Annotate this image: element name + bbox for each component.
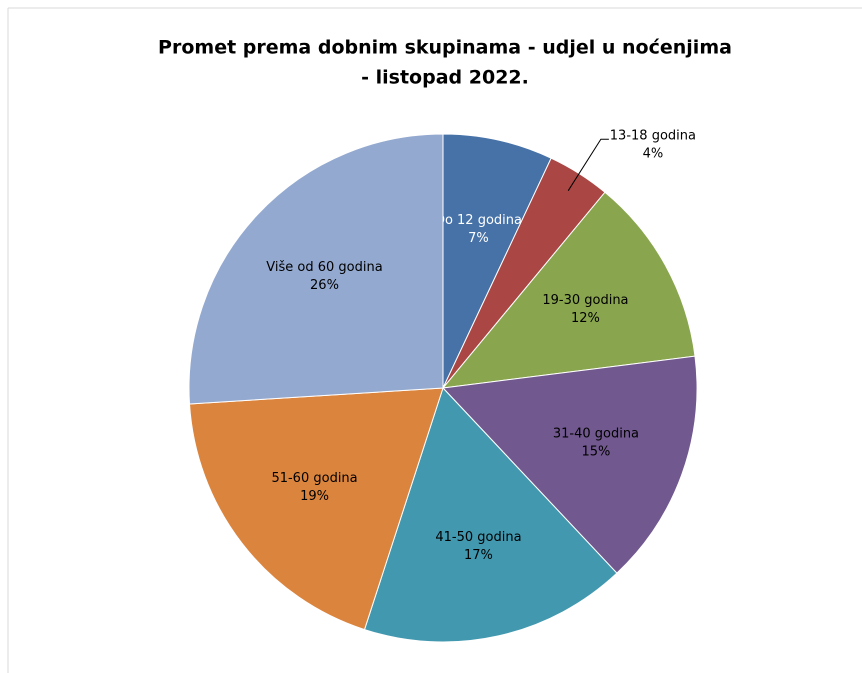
slice-label: 41-50 godina <box>435 530 521 545</box>
leader-line <box>567 138 609 191</box>
slice-label: 19-30 godina <box>542 293 628 308</box>
slice-value: 4% <box>643 147 664 162</box>
pie-slice <box>441 355 698 574</box>
slice-label: Više od 60 godina <box>266 260 382 275</box>
slice-value: 7% <box>468 231 489 246</box>
slice-value: 26% <box>310 278 339 293</box>
slice-label: 51-60 godina <box>271 471 357 486</box>
chart-title: Promet prema dobnim skupinama - udjel u … <box>158 37 732 59</box>
slice-value: 15% <box>581 445 610 460</box>
pie-slice <box>441 191 696 389</box>
pie-slice <box>188 387 444 631</box>
chart-title: - listopad 2022. <box>361 67 529 89</box>
slice-value: 17% <box>464 548 493 563</box>
slice-label: 13-18 godina <box>610 129 696 144</box>
slice-value: 19% <box>300 489 329 504</box>
slice-value: 12% <box>571 311 600 326</box>
slice-label: Do 12 godina <box>435 213 522 228</box>
slice-label: 31-40 godina <box>553 427 639 442</box>
pie-slice <box>442 133 552 389</box>
pie-slice <box>363 387 618 643</box>
pie-slice <box>188 133 444 405</box>
